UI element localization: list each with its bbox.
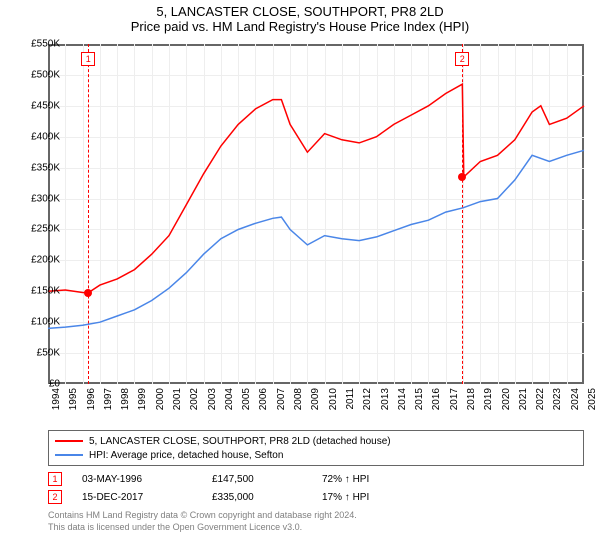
x-tick-label: 2003	[207, 388, 218, 410]
x-tick-label: 2004	[224, 388, 235, 410]
marker-number-box: 1	[81, 52, 95, 66]
x-tick-label: 2024	[570, 388, 581, 410]
footer-line: This data is licensed under the Open Gov…	[48, 522, 357, 534]
title-block: 5, LANCASTER CLOSE, SOUTHPORT, PR8 2LD P…	[0, 0, 600, 34]
legend-swatch	[55, 454, 83, 456]
legend-swatch	[55, 440, 83, 442]
transaction-pct: 72% ↑ HPI	[322, 474, 422, 485]
table-row: 1 03-MAY-1996 £147,500 72% ↑ HPI	[48, 470, 422, 488]
x-tick-label: 2009	[310, 388, 321, 410]
y-tick-label: £200K	[31, 255, 60, 266]
x-tick-label: 2007	[276, 388, 287, 410]
y-tick-label: £150K	[31, 286, 60, 297]
x-tick-label: 2020	[501, 388, 512, 410]
footer-line: Contains HM Land Registry data © Crown c…	[48, 510, 357, 522]
transaction-point	[84, 289, 92, 297]
legend-label: 5, LANCASTER CLOSE, SOUTHPORT, PR8 2LD (…	[89, 436, 391, 447]
y-tick-label: £550K	[31, 39, 60, 50]
transaction-pct: 17% ↑ HPI	[322, 492, 422, 503]
x-tick-label: 2022	[535, 388, 546, 410]
y-tick-label: £50K	[37, 348, 60, 359]
transaction-price: £147,500	[212, 474, 322, 485]
x-tick-label: 1998	[120, 388, 131, 410]
x-tick-label: 1997	[103, 388, 114, 410]
x-tick-label: 2018	[466, 388, 477, 410]
transaction-marker-box: 1	[48, 472, 62, 486]
chart-title: 5, LANCASTER CLOSE, SOUTHPORT, PR8 2LD	[0, 4, 600, 19]
transaction-date: 15-DEC-2017	[82, 492, 212, 503]
x-tick-label: 1994	[51, 388, 62, 410]
y-tick-label: £350K	[31, 162, 60, 173]
x-tick-label: 2019	[483, 388, 494, 410]
x-tick-label: 1996	[86, 388, 97, 410]
footer-attribution: Contains HM Land Registry data © Crown c…	[48, 510, 357, 533]
legend-item: HPI: Average price, detached house, Seft…	[55, 448, 577, 462]
x-tick-label: 2002	[189, 388, 200, 410]
x-tick-label: 2012	[362, 388, 373, 410]
x-tick-label: 2015	[414, 388, 425, 410]
x-tick-label: 2008	[293, 388, 304, 410]
series-svg	[48, 44, 584, 384]
transaction-point	[458, 173, 466, 181]
chart-area: 12	[48, 44, 584, 384]
transaction-price: £335,000	[212, 492, 322, 503]
x-tick-label: 2014	[397, 388, 408, 410]
y-tick-label: £500K	[31, 69, 60, 80]
table-row: 2 15-DEC-2017 £335,000 17% ↑ HPI	[48, 488, 422, 506]
x-tick-label: 2000	[155, 388, 166, 410]
x-tick-label: 2016	[431, 388, 442, 410]
y-tick-label: £100K	[31, 317, 60, 328]
marker-number-box: 2	[455, 52, 469, 66]
y-tick-label: £250K	[31, 224, 60, 235]
x-tick-label: 1995	[68, 388, 79, 410]
legend-label: HPI: Average price, detached house, Seft…	[89, 450, 283, 461]
x-tick-label: 2021	[518, 388, 529, 410]
y-tick-label: £400K	[31, 131, 60, 142]
chart-subtitle: Price paid vs. HM Land Registry's House …	[0, 19, 600, 34]
x-tick-label: 2023	[552, 388, 563, 410]
transaction-date: 03-MAY-1996	[82, 474, 212, 485]
x-tick-label: 2005	[241, 388, 252, 410]
x-tick-label: 2011	[345, 388, 356, 410]
chart-container: 5, LANCASTER CLOSE, SOUTHPORT, PR8 2LD P…	[0, 0, 600, 560]
legend: 5, LANCASTER CLOSE, SOUTHPORT, PR8 2LD (…	[48, 430, 584, 466]
x-tick-label: 2010	[328, 388, 339, 410]
transaction-marker-box: 2	[48, 490, 62, 504]
y-tick-label: £450K	[31, 100, 60, 111]
x-tick-label: 2013	[380, 388, 391, 410]
x-tick-label: 2017	[449, 388, 460, 410]
transactions-table: 1 03-MAY-1996 £147,500 72% ↑ HPI 2 15-DE…	[48, 470, 422, 506]
x-tick-label: 2006	[258, 388, 269, 410]
y-tick-label: £300K	[31, 193, 60, 204]
x-tick-label: 1999	[137, 388, 148, 410]
x-tick-label: 2025	[587, 388, 598, 410]
x-tick-label: 2001	[172, 388, 183, 410]
legend-item: 5, LANCASTER CLOSE, SOUTHPORT, PR8 2LD (…	[55, 434, 577, 448]
